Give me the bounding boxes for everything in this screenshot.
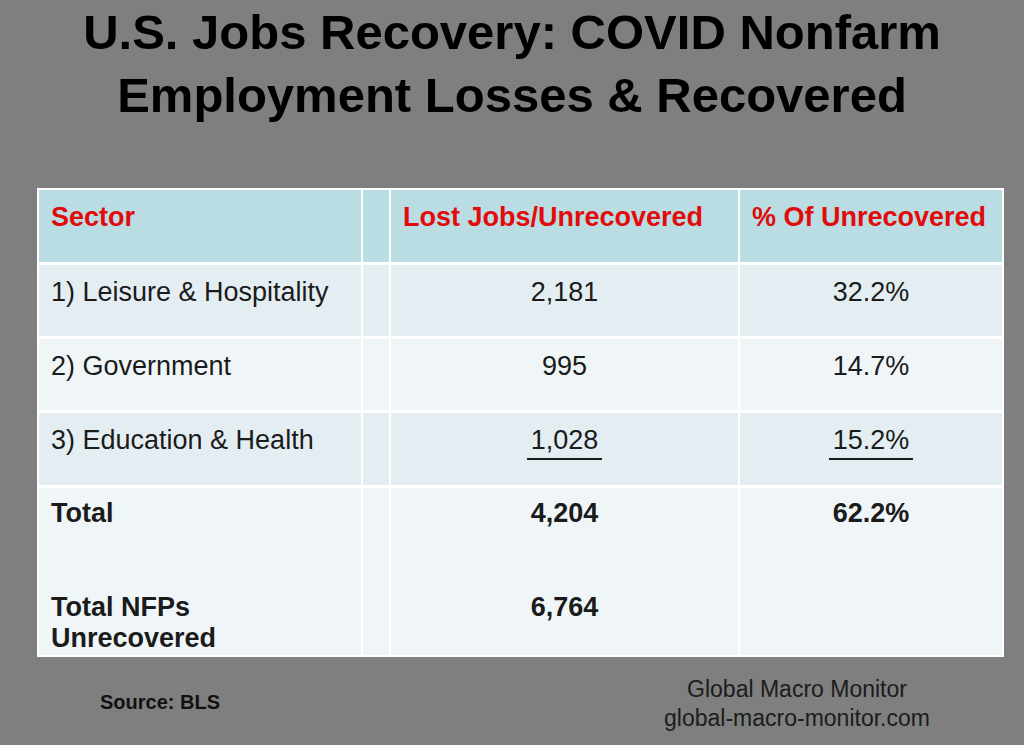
column-header-sector: Sector [39, 190, 361, 262]
underlined-value: 15.2% [829, 425, 914, 460]
row-leisure-spacer [363, 265, 389, 336]
row-total-nfps-sector: Total NFPs Unrecovered [39, 592, 361, 654]
column-header-pct-unrecovered: % Of Unrecovered [740, 190, 1002, 262]
row-leisure-sector: 1) Leisure & Hospitality [39, 265, 361, 336]
brand-url: global-macro-monitor.com [632, 704, 962, 733]
page-title-line-1: U.S. Jobs Recovery: COVID Nonfarm [0, 1, 1024, 64]
brand-name: Global Macro Monitor [632, 675, 962, 704]
rows-totals-pct: 62.2% [740, 488, 1002, 655]
header-spacer-cell [363, 190, 389, 262]
row-education-spacer [363, 413, 389, 485]
row-government-pct: 14.7% [740, 339, 1002, 410]
slide-background: U.S. Jobs Recovery: COVID Nonfarm Employ… [0, 0, 1024, 745]
column-header-lost-jobs: Lost Jobs/Unrecovered [391, 190, 738, 262]
page-title: U.S. Jobs Recovery: COVID Nonfarm Employ… [0, 1, 1024, 127]
rows-totals-spacer [363, 488, 389, 655]
row-government-lost-jobs: 995 [391, 339, 738, 410]
brand-block: Global Macro Monitor global-macro-monito… [632, 675, 962, 733]
row-total-pct: 62.2% [740, 498, 1002, 529]
row-education-pct: 15.2% [740, 413, 1002, 485]
row-total-lost-jobs: 4,204 [391, 498, 738, 529]
source-label: Source: BLS [100, 691, 220, 714]
row-total-sector: Total [39, 498, 361, 529]
rows-totals-sector: Total Total NFPs Unrecovered [39, 488, 361, 655]
row-total-nfps-lost-jobs: 6,764 [391, 592, 738, 623]
row-government-sector: 2) Government [39, 339, 361, 410]
row-leisure-lost-jobs: 2,181 [391, 265, 738, 336]
row-leisure-pct: 32.2% [740, 265, 1002, 336]
underlined-value: 1,028 [527, 425, 603, 460]
row-education-lost-jobs: 1,028 [391, 413, 738, 485]
row-government-spacer [363, 339, 389, 410]
page-title-line-2: Employment Losses & Recovered [0, 64, 1024, 127]
jobs-table: Sector Lost Jobs/Unrecovered % Of Unreco… [37, 188, 1004, 657]
rows-totals-lost-jobs: 4,204 6,764 [391, 488, 738, 655]
row-education-sector: 3) Education & Health [39, 413, 361, 485]
